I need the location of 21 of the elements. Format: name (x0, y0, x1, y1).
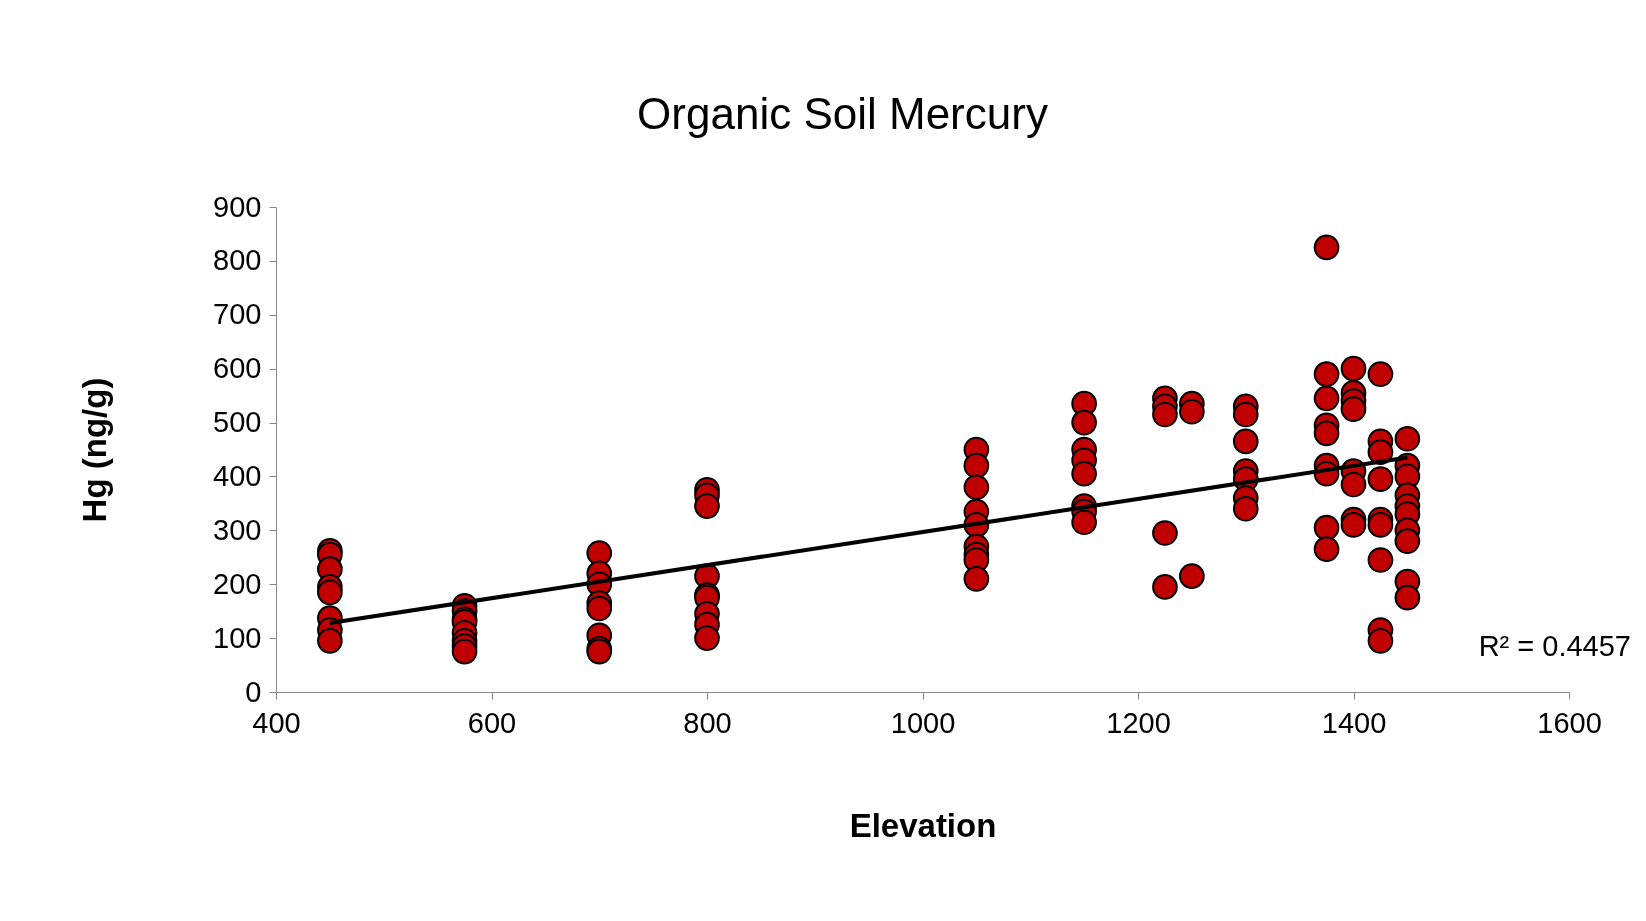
y-tick-label: 400 (213, 459, 262, 492)
x-axis-title: Elevation (849, 806, 997, 844)
y-tick-label: 200 (213, 567, 262, 600)
y-tick-label: 0 (245, 675, 262, 708)
chart-title: Organic Soil Mercury (637, 89, 1048, 138)
y-tick-label: 100 (213, 621, 262, 654)
y-axis-title: Hg (ng/g) (76, 377, 114, 523)
y-tick-label: 500 (213, 406, 262, 439)
y-tick-label: 900 (213, 190, 262, 223)
x-tick-label: 1200 (1106, 706, 1171, 739)
x-tick-label: 600 (467, 706, 517, 739)
x-tick-label: 1000 (890, 706, 956, 739)
x-tick-label: 400 (252, 706, 301, 739)
annotation: R² = 0.4457 (1478, 630, 1631, 662)
x-tick-label: 800 (683, 706, 732, 739)
x-tick-label: 1600 (1537, 706, 1602, 739)
x-tick-label: 1400 (1321, 706, 1387, 739)
y-tick-label: 600 (213, 352, 262, 385)
y-tick-label: 700 (213, 298, 262, 331)
y-tick-label: 300 (213, 513, 262, 546)
y-tick-label: 800 (213, 244, 262, 277)
